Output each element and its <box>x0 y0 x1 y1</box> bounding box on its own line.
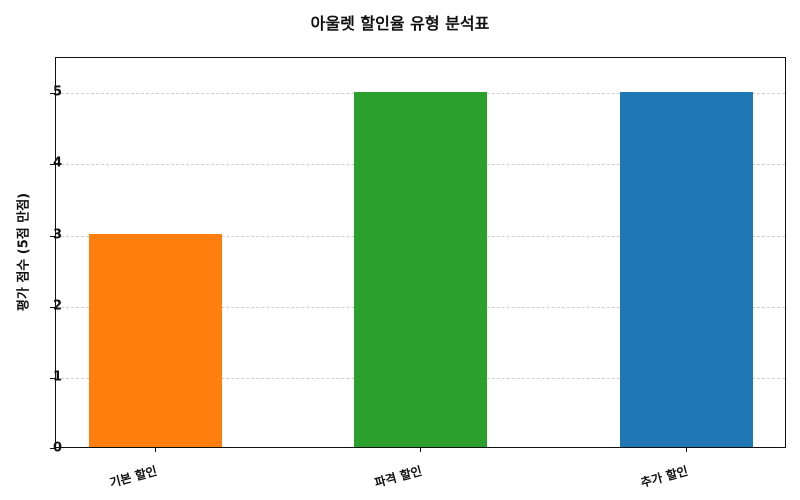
x-tick-label: 파격 할인 <box>372 463 424 490</box>
chart-title: 아울렛 할인율 유형 분석표 <box>310 14 490 33</box>
bar-basic-discount <box>89 234 222 447</box>
y-tick-label: 2 <box>52 298 62 314</box>
y-tick-label: 3 <box>52 227 62 243</box>
y-tick <box>50 378 55 379</box>
y-tick <box>50 448 55 449</box>
x-tick <box>686 447 687 452</box>
x-tick <box>155 447 156 452</box>
y-tick-label: 1 <box>52 369 62 385</box>
x-tick-label: 기본 할인 <box>107 463 159 490</box>
plot-area <box>50 57 786 452</box>
y-tick <box>50 236 55 237</box>
x-tick-label: 추가 할인 <box>638 463 690 490</box>
y-tick <box>50 93 55 94</box>
y-axis-title: 평가 점수 (5점 만점) <box>16 192 32 312</box>
y-tick <box>50 164 55 165</box>
y-tick-label: 0 <box>52 440 62 456</box>
bar-extra-discount <box>620 92 753 447</box>
y-tick-label: 5 <box>52 84 62 100</box>
bar-deep-discount <box>354 92 487 447</box>
x-tick <box>420 447 421 452</box>
y-tick-label: 4 <box>52 155 62 171</box>
y-tick <box>50 307 55 308</box>
